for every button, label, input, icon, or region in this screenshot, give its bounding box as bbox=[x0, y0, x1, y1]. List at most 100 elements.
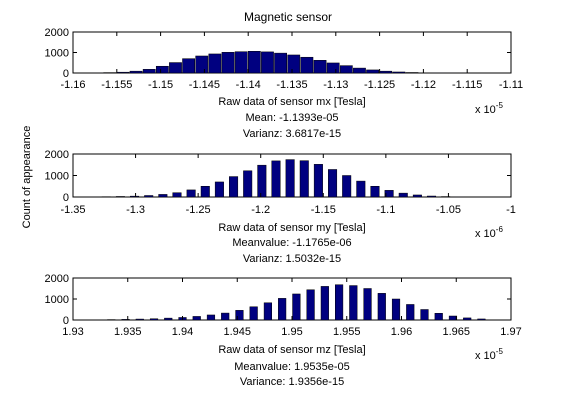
x-tick-label: -1.2 bbox=[251, 204, 270, 216]
histogram-bar bbox=[271, 160, 281, 198]
histogram-bar bbox=[285, 159, 295, 198]
x-tick-label: -1.12 bbox=[411, 79, 436, 91]
histogram-bar bbox=[186, 189, 196, 198]
histogram-bar bbox=[370, 186, 380, 198]
histogram-bar bbox=[339, 65, 353, 74]
histogram-bar bbox=[391, 298, 401, 321]
histogram-bar bbox=[142, 69, 156, 74]
x-tick-label: -1.25 bbox=[186, 204, 211, 216]
x-tick-label: -1.15 bbox=[148, 79, 173, 91]
x-tick-label: -1.15 bbox=[311, 204, 336, 216]
histogram-bar bbox=[300, 56, 314, 74]
x-axis-label: Raw data of sensor mz [Tesla] bbox=[218, 344, 365, 356]
histogram-bar bbox=[299, 160, 309, 198]
histogram-bar bbox=[235, 310, 244, 321]
histogram-bar bbox=[306, 289, 315, 321]
histogram-bar bbox=[405, 72, 419, 74]
y-tick-label: 2000 bbox=[45, 149, 69, 161]
x-axis-label: Raw data of sensor mx [Tesla] bbox=[218, 96, 365, 108]
histogram-bar bbox=[247, 51, 261, 74]
histogram-bar bbox=[406, 304, 415, 321]
figure-title: Magnetic sensor bbox=[244, 10, 332, 24]
histogram-bar bbox=[257, 164, 267, 198]
x-tick-label: -1.145 bbox=[189, 79, 220, 91]
x-tick-label: 1.94 bbox=[172, 326, 193, 338]
histogram-bar bbox=[384, 190, 394, 198]
mean-annotation: Meanvalue: -1.1765e-06 bbox=[232, 237, 351, 249]
histogram-bar bbox=[129, 70, 143, 74]
histogram-bar bbox=[356, 180, 366, 198]
y-tick-label: 2000 bbox=[45, 27, 69, 39]
histogram-bar bbox=[155, 65, 169, 74]
histogram-bar bbox=[135, 318, 144, 321]
histogram-bar bbox=[130, 195, 140, 198]
x-tick-label: 1.945 bbox=[223, 326, 251, 338]
histogram-bar bbox=[353, 67, 366, 74]
histogram-bar bbox=[448, 315, 458, 321]
histogram-bar bbox=[463, 317, 472, 321]
subplot-mz-histogram: 1.93 1.935 1.94 1.945 1.95 1.955 1.96 1.965 1.97… bbox=[45, 273, 522, 388]
histogram-bar bbox=[398, 192, 408, 198]
x-tick-label: -1.1 bbox=[376, 204, 395, 216]
y-tick-label: 1000 bbox=[45, 171, 69, 183]
mean-annotation: Mean: -1.1393e-05 bbox=[246, 112, 339, 124]
x-tick-label: -1.3 bbox=[126, 204, 145, 216]
x-tick-label: 1.965 bbox=[442, 326, 470, 338]
histogram-bar bbox=[313, 164, 323, 198]
y-tick-label: 0 bbox=[63, 192, 69, 204]
x-tick-label: -1.05 bbox=[436, 204, 461, 216]
histogram-bar bbox=[278, 298, 287, 321]
histogram-bar bbox=[320, 286, 329, 321]
histogram-bar bbox=[313, 60, 327, 74]
subplot-my-histogram: -1.35 -1.3 -1.25 -1.2 -1.15 -1.1 -1.05 -1 0 1000 2… bbox=[45, 149, 516, 265]
histogram-bar bbox=[261, 51, 274, 74]
histogram-bar bbox=[192, 316, 201, 321]
histogram-bar bbox=[292, 293, 301, 321]
x-tick-label: 1.955 bbox=[333, 326, 361, 338]
x-tick-label: -1.155 bbox=[101, 79, 132, 91]
x-tick-label: 1.95 bbox=[281, 326, 302, 338]
x-tick-label: 1.97 bbox=[500, 326, 521, 338]
histogram-bar bbox=[149, 318, 159, 321]
histogram-bar bbox=[335, 284, 344, 321]
histogram-bar bbox=[243, 170, 253, 198]
x-tick-label: -1.35 bbox=[60, 204, 85, 216]
histogram-bar bbox=[377, 293, 386, 321]
histogram-bar bbox=[221, 52, 235, 74]
histogram-bar bbox=[115, 196, 125, 198]
histogram-bar bbox=[195, 55, 209, 74]
histogram-bar bbox=[214, 181, 224, 198]
x-tick-label: -1.16 bbox=[60, 79, 85, 91]
shared-y-axis-label: Count of appearance bbox=[21, 126, 33, 229]
histogram-bar bbox=[121, 319, 130, 321]
histogram-bar bbox=[434, 313, 443, 321]
histogram-bar bbox=[477, 318, 486, 321]
histogram-bar bbox=[263, 302, 272, 321]
histogram-bar bbox=[221, 312, 230, 321]
y-tick-label: 0 bbox=[63, 315, 69, 327]
histogram-bar bbox=[164, 317, 173, 321]
histogram-bar bbox=[366, 69, 379, 74]
y-tick-label: 1000 bbox=[45, 294, 69, 306]
histogram-bar bbox=[158, 194, 168, 198]
x-tick-label: -1 bbox=[506, 204, 516, 216]
x-tick-label: 1.96 bbox=[391, 326, 412, 338]
histogram-bar bbox=[363, 288, 372, 321]
histogram-bar bbox=[208, 53, 222, 74]
variance-annotation: Varianz: 1.5032e-15 bbox=[243, 253, 341, 265]
variance-annotation: Varianz: 3.6817e-15 bbox=[243, 128, 341, 140]
x-axis-exponent: x 10-5 bbox=[475, 347, 503, 362]
variance-annotation: Variance: 1.9356e-15 bbox=[240, 376, 344, 388]
histogram-bar bbox=[229, 176, 239, 198]
y-tick-label: 1000 bbox=[45, 48, 69, 60]
histogram-bar bbox=[412, 194, 422, 198]
histogram-bar bbox=[349, 285, 358, 321]
x-tick-label: 1.935 bbox=[114, 326, 142, 338]
histogram-bar bbox=[392, 71, 406, 74]
x-tick-label: -1.13 bbox=[323, 79, 348, 91]
x-tick-label: -1.11 bbox=[499, 79, 523, 91]
histogram-bar bbox=[116, 71, 130, 74]
x-tick-label: -1.135 bbox=[276, 79, 307, 91]
histogram-bar bbox=[200, 186, 210, 198]
